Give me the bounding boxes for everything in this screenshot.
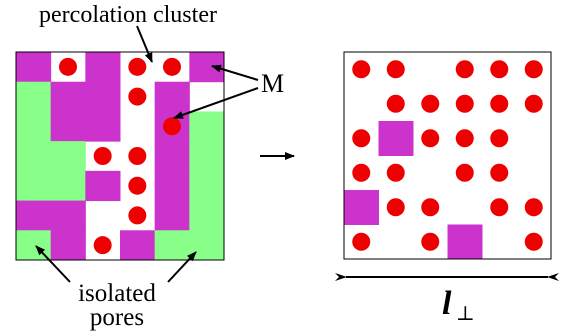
left-pore-cell — [16, 111, 51, 141]
right-particle — [421, 233, 439, 251]
left-particle — [94, 236, 112, 254]
left-particle — [128, 88, 146, 106]
left-matrix-cell — [120, 230, 155, 260]
arrow-percolation-cluster — [137, 26, 152, 62]
right-particle — [525, 95, 543, 113]
left-pore-cell — [16, 141, 51, 171]
left-matrix-cell — [189, 52, 224, 82]
left-matrix-cell — [51, 82, 86, 112]
right-particle — [352, 164, 370, 182]
left-pore-cell — [189, 201, 224, 231]
left-particle — [163, 58, 181, 76]
left-matrix-cell — [16, 201, 51, 231]
right-matrix-cell — [448, 225, 483, 260]
right-particle — [525, 233, 543, 251]
left-pore-cell — [189, 171, 224, 201]
left-particle — [128, 147, 146, 165]
left-pore-cell — [189, 111, 224, 141]
left-matrix-cell — [85, 52, 120, 82]
porous-medium-grid — [16, 52, 225, 261]
right-particle — [490, 95, 508, 113]
left-particle — [163, 117, 181, 135]
right-particle — [352, 129, 370, 147]
left-pore-cell — [16, 171, 51, 201]
left-matrix-cell — [51, 201, 86, 231]
left-pore-cell — [51, 171, 86, 201]
pores-label: pores — [90, 304, 144, 331]
left-pore-cell — [155, 230, 190, 260]
right-matrix-cell — [379, 121, 414, 156]
isolated-label: isolated — [78, 280, 156, 307]
right-particle — [421, 198, 439, 216]
left-matrix-cell — [85, 82, 120, 112]
left-pore-cell — [51, 141, 86, 171]
right-particle — [525, 198, 543, 216]
left-pore-cell — [189, 230, 224, 260]
right-particle — [490, 129, 508, 147]
right-particle — [352, 233, 370, 251]
left-pore-cell — [16, 82, 51, 112]
left-particle — [59, 58, 77, 76]
left-matrix-cell — [85, 171, 120, 201]
right-particle — [490, 198, 508, 216]
right-particle — [456, 95, 474, 113]
right-particle — [456, 164, 474, 182]
right-particle — [387, 60, 405, 78]
right-particle — [490, 164, 508, 182]
left-matrix-cell — [155, 171, 190, 201]
left-matrix-cell — [155, 141, 190, 171]
right-particle — [490, 60, 508, 78]
percolation-cluster-label: percolation cluster — [39, 2, 217, 28]
left-particle — [128, 177, 146, 195]
left-matrix-cell — [155, 82, 190, 112]
right-particle — [421, 129, 439, 147]
left-pore-cell — [189, 141, 224, 171]
length-symbol: l — [442, 285, 452, 322]
right-particle — [525, 60, 543, 78]
right-particle — [456, 60, 474, 78]
left-particle — [128, 58, 146, 76]
right-particle — [387, 95, 405, 113]
m-label: M — [261, 69, 284, 98]
left-matrix-cell — [16, 52, 51, 82]
right-particle — [352, 60, 370, 78]
right-particle — [387, 164, 405, 182]
left-particle — [94, 147, 112, 165]
left-matrix-cell — [155, 201, 190, 231]
right-particle — [421, 95, 439, 113]
left-matrix-cell — [85, 111, 120, 141]
right-matrix-cell — [344, 190, 379, 225]
left-particle — [128, 206, 146, 224]
right-particle — [387, 198, 405, 216]
left-matrix-cell — [51, 111, 86, 141]
length-subscript: ⊥ — [456, 303, 475, 325]
right-particle — [456, 129, 474, 147]
left-matrix-cell — [51, 230, 86, 260]
